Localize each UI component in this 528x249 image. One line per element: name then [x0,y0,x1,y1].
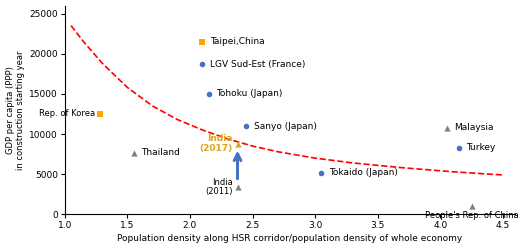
Point [442,125,451,129]
Point [233,142,242,146]
Text: Rep. of Korea: Rep. of Korea [39,110,95,119]
X-axis label: Population density along HSR corridor/population density of whole economy: Population density along HSR corridor/po… [117,235,463,244]
Point [129,150,138,154]
Text: LGV Sud-Est (France): LGV Sud-Est (France) [210,60,305,69]
Text: Tohoku (Japan): Tohoku (Japan) [216,89,282,98]
Text: Taipei,China: Taipei,China [210,37,265,46]
Text: People's Rep. of China: People's Rep. of China [425,211,518,220]
Point [96,112,104,116]
Point [198,40,206,44]
Text: Tokaido (Japan): Tokaido (Japan) [329,168,398,177]
Point [467,203,476,207]
Y-axis label: GDP per capita (PPP)
in construction starting year: GDP per capita (PPP) in construction sta… [6,50,25,170]
Point [233,185,242,189]
Text: India
(2017): India (2017) [199,134,232,153]
Point [198,62,206,66]
Point [204,92,213,96]
Point [242,124,250,128]
Point [455,146,463,150]
Text: India
(2011): India (2011) [205,178,232,196]
Point [317,171,326,175]
Text: Turkey: Turkey [467,143,496,152]
Text: Malaysia: Malaysia [454,123,494,132]
Text: Thailand: Thailand [141,148,180,157]
Text: Sanyo (Japan): Sanyo (Japan) [254,122,317,130]
